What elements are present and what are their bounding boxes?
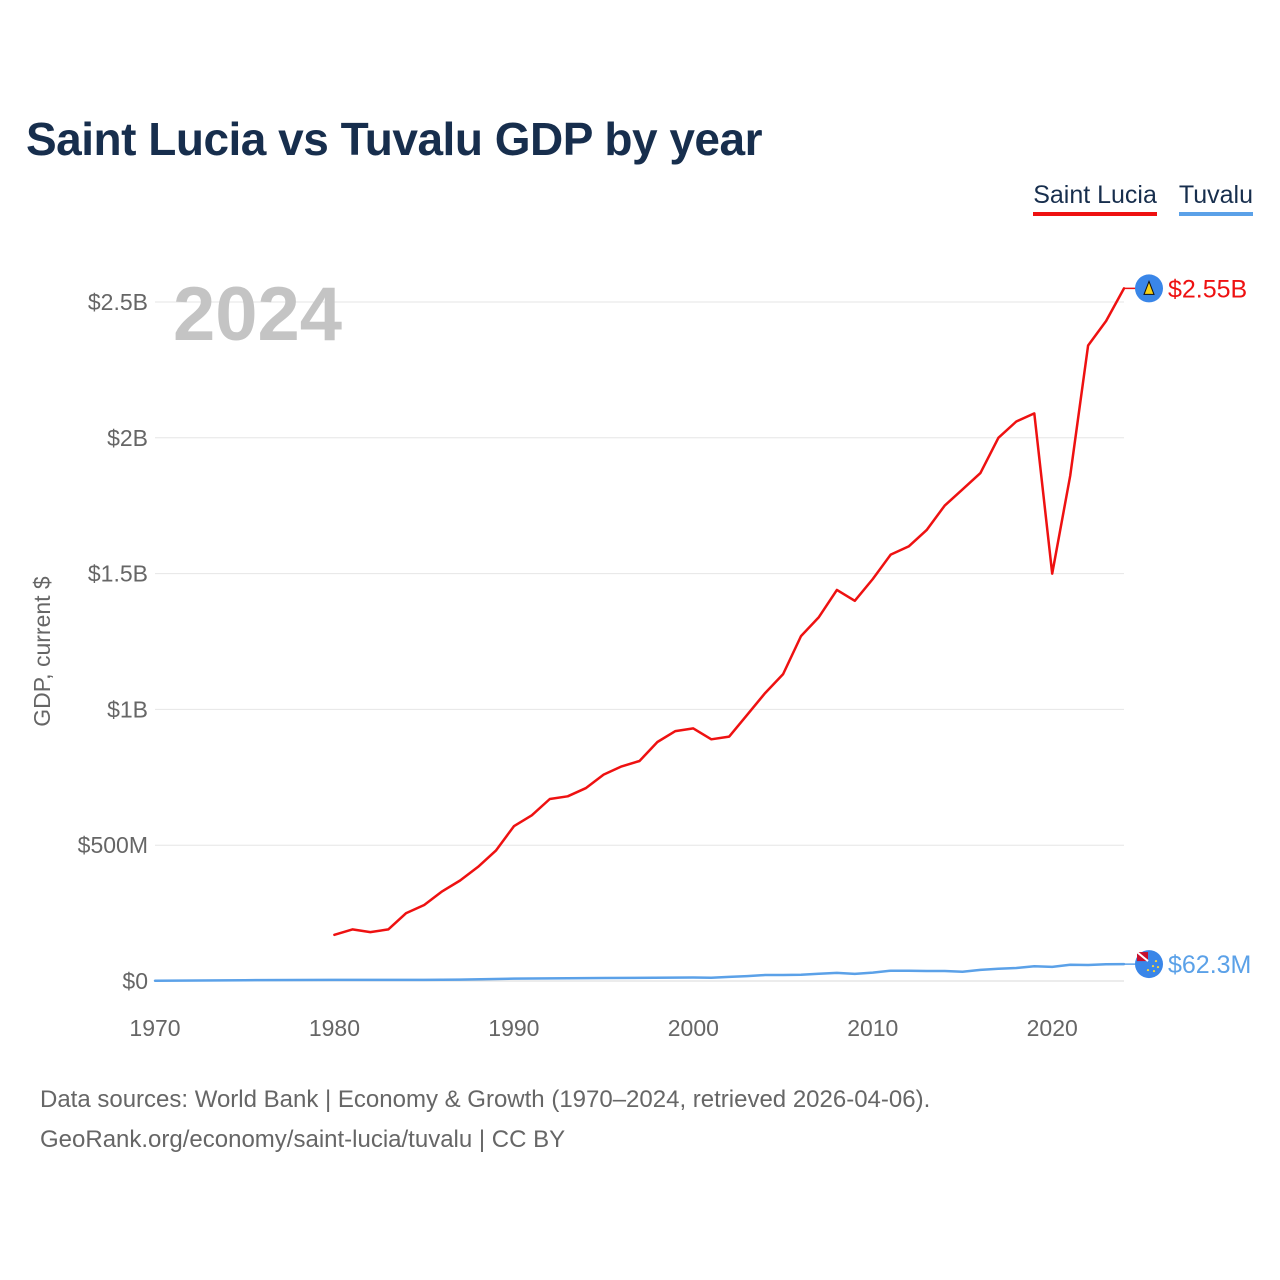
y-tick-label: $2.5B: [88, 289, 148, 315]
y-tick-label: $1.5B: [88, 561, 148, 587]
series-line-tuvalu: [153, 962, 1126, 982]
flag-union-jack-cross: [1136, 951, 1149, 962]
y-axis-label: GDP, current $: [29, 576, 55, 727]
flag-triangle-icon: [1143, 280, 1155, 295]
flag-star-icon: [1146, 968, 1150, 972]
flag-star-icon: [1156, 965, 1160, 969]
flag-star-icon: [1151, 964, 1155, 968]
flag-star-icon: [1152, 969, 1156, 973]
chart-title: Saint Lucia vs Tuvalu GDP by year: [26, 113, 762, 165]
x-tick-label: 1970: [129, 1015, 180, 1041]
current-year-label: 2024: [173, 272, 342, 357]
legend-item-tuvalu[interactable]: Tuvalu: [1178, 181, 1253, 216]
chart-legend: Saint Lucia Tuvalu: [1033, 181, 1253, 216]
footer-source: Data sources: World Bank | Economy & Gro…: [40, 1086, 931, 1113]
series-line-saint-lucia: [333, 287, 1126, 937]
end-value-label-saint-lucia: $2.55B: [1168, 275, 1247, 303]
x-tick-label: 1980: [309, 1015, 360, 1041]
footer-url[interactable]: GeoRank.org/economy/saint-lucia/tuvalu |…: [40, 1126, 566, 1153]
x-tick-label: 2000: [668, 1015, 719, 1041]
x-tick-label: 2020: [1027, 1015, 1078, 1041]
chart-footer: Data sources: World Bank | Economy & Gro…: [40, 1080, 930, 1160]
x-tick-label: 1990: [488, 1015, 539, 1041]
y-tick-label: $500M: [78, 832, 148, 858]
y-tick-label: $2B: [107, 425, 148, 451]
y-tick-label: $1B: [107, 696, 148, 722]
flag-star-icon: [1154, 959, 1158, 963]
y-tick-label: $0: [122, 968, 148, 994]
x-tick-label: 2010: [847, 1015, 898, 1041]
legend-item-saint-lucia[interactable]: Saint Lucia: [1033, 181, 1157, 216]
end-value-label-tuvalu: $62.3M: [1168, 951, 1251, 979]
